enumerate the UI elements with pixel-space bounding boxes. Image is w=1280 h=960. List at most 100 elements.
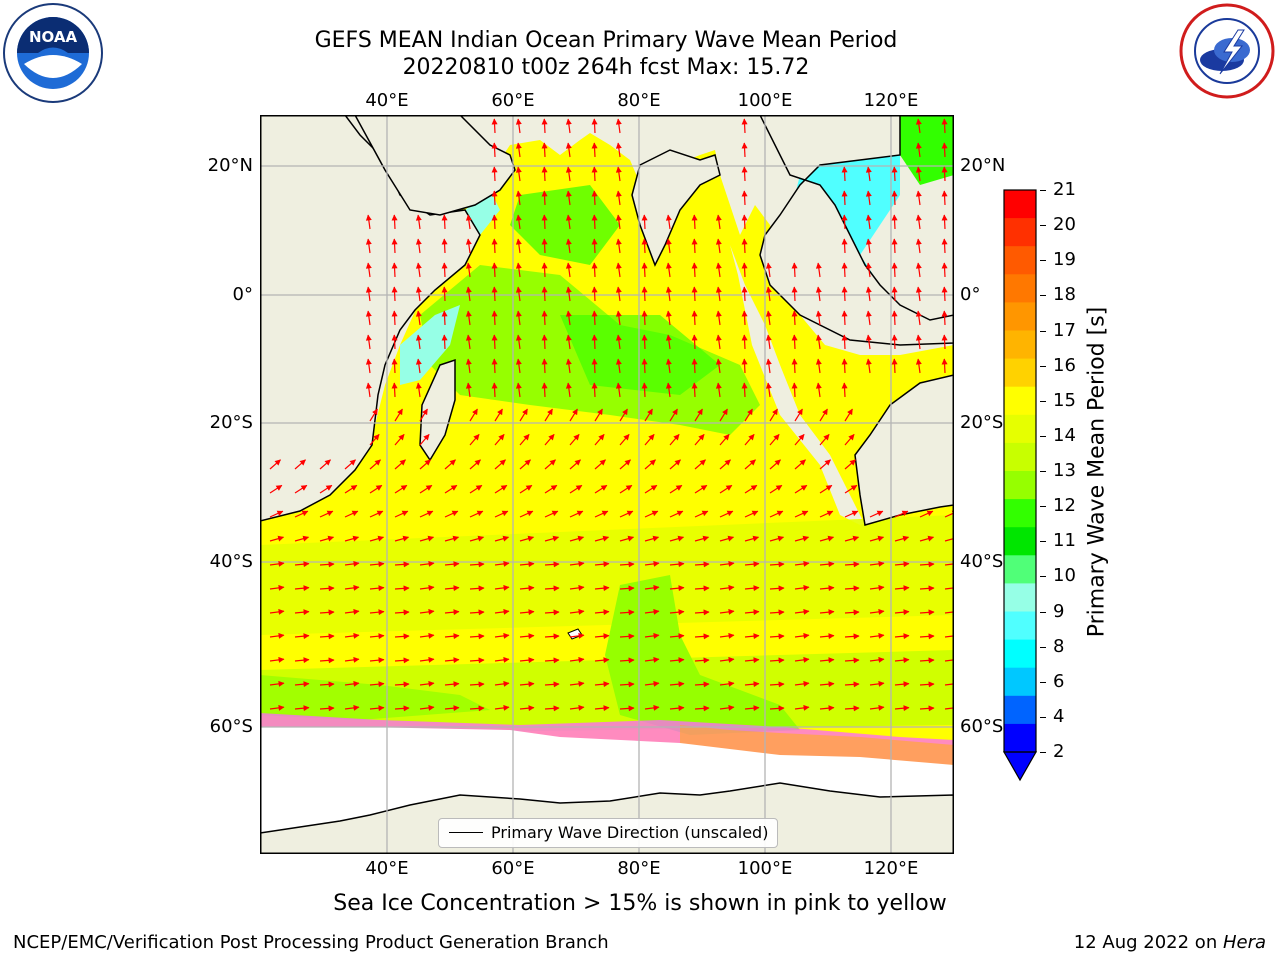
wave-arrow [594, 705, 610, 712]
wave-arrow [494, 408, 503, 422]
wave-arrow [594, 535, 610, 542]
wave-arrow [791, 358, 798, 374]
wave-arrow [565, 262, 572, 278]
wave-arrow [491, 190, 498, 206]
wave-arrow [541, 286, 548, 302]
wave-arrow [544, 535, 560, 542]
wave-arrow [391, 286, 398, 302]
wave-arrow [915, 166, 922, 182]
wave-arrow [894, 633, 910, 640]
wave-arrow [319, 459, 331, 470]
wave-arrow [294, 633, 310, 640]
wave-arrow [369, 633, 385, 640]
wave-arrow [519, 510, 534, 518]
wave-arrow [391, 238, 398, 254]
colorbar-segment [1004, 302, 1036, 331]
wave-arrow [619, 633, 635, 640]
wave-arrow [844, 633, 860, 640]
wave-arrow [615, 286, 622, 302]
colorbar-tick-label: 8 [1053, 635, 1065, 657]
wave-arrow [915, 358, 922, 374]
wave-arrow [915, 310, 922, 326]
wave-arrow [544, 484, 558, 494]
wave-arrow [615, 238, 622, 254]
wave-arrow [941, 214, 948, 230]
wave-arrow [441, 238, 448, 254]
wave-arrow [794, 656, 810, 663]
wave-arrow [744, 681, 760, 688]
wave-arrow [515, 310, 522, 326]
wave-arrow [744, 585, 760, 592]
wave-arrow [791, 286, 798, 302]
wave-arrow [844, 408, 853, 422]
wave-arrow [944, 632, 954, 639]
colorbar-segment [1004, 218, 1036, 247]
wave-arrow [519, 484, 533, 494]
wave-arrow [944, 704, 954, 711]
wave-arrow [269, 680, 285, 687]
colorbar-segment [1004, 555, 1036, 584]
colorbar-tick-mark [1040, 435, 1046, 437]
wave-arrow [444, 484, 458, 494]
wave-arrow [319, 510, 334, 518]
colorbar-tick-mark [1040, 295, 1046, 297]
wave-arrow [615, 310, 622, 326]
wave-arrow [944, 584, 954, 591]
wave-arrow [844, 585, 860, 592]
wave-arrow [294, 510, 309, 518]
wave-arrow [915, 286, 922, 302]
wave-arrow [269, 704, 285, 711]
wave-arrow [691, 334, 698, 350]
wave-arrow [569, 535, 585, 542]
wave-arrow [719, 656, 735, 663]
wave-arrow [691, 238, 698, 254]
wave-arrow [541, 190, 548, 206]
lat-tick-right: 60°S [960, 716, 1004, 737]
colorbar-tick-mark [1040, 611, 1046, 613]
legend-line-swatch [449, 832, 483, 833]
wave-arrow [619, 681, 635, 688]
wave-arrow [844, 561, 860, 568]
wave-arrow [715, 262, 722, 278]
wave-arrow [444, 633, 460, 640]
wave-arrow [469, 535, 485, 542]
wave-arrow [369, 510, 384, 518]
wave-arrow [569, 704, 585, 711]
wave-arrow [619, 535, 635, 542]
wave-arrow [694, 561, 710, 568]
wave-arrow [269, 560, 285, 567]
wave-arrow [741, 238, 748, 254]
wave-arrow [541, 358, 548, 374]
wave-arrow [319, 705, 335, 712]
wave-arrow [915, 142, 922, 158]
wave-arrow [594, 459, 606, 470]
wave-arrow [294, 657, 310, 664]
wave-arrow [591, 382, 598, 398]
wave-arrow [419, 535, 435, 542]
wave-arrow [519, 609, 535, 616]
colorbar-tick-mark [1040, 471, 1046, 472]
wave-arrow [769, 633, 785, 640]
wave-arrow [765, 334, 772, 350]
footer-host: Hera [1222, 932, 1266, 953]
wave-arrow [419, 484, 433, 494]
wave-arrow [644, 433, 655, 446]
lon-tick-bottom: 60°E [491, 858, 535, 879]
wave-arrow [619, 705, 635, 712]
wave-arrow [419, 608, 435, 615]
wave-arrow [391, 358, 398, 374]
wave-arrow [494, 459, 506, 470]
wave-arrow [944, 680, 954, 687]
wave-arrow [844, 484, 858, 494]
wave-arrow [519, 459, 531, 470]
wave-arrow [794, 560, 810, 567]
wave-arrow [519, 633, 535, 640]
map-panel [260, 115, 954, 854]
wave-arrow [769, 459, 781, 470]
wave-arrow [541, 238, 548, 254]
wave-arrow [519, 585, 535, 592]
wave-arrow [344, 510, 359, 518]
wave-arrow [544, 633, 560, 640]
wave-arrow [469, 657, 485, 664]
wave-arrow [369, 459, 381, 470]
